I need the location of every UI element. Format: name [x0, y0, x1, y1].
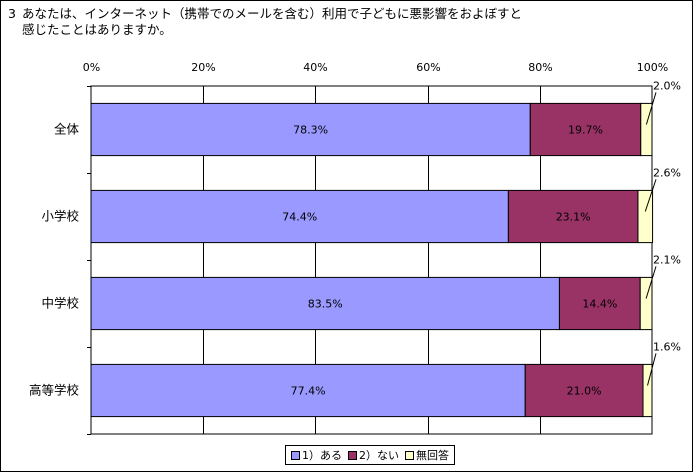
bar-segment — [640, 102, 653, 157]
x-tick-label: 100% — [637, 61, 668, 74]
x-tick-label: 80% — [528, 61, 552, 74]
category-label: 中学校 — [41, 296, 79, 311]
data-label: 23.1% — [556, 211, 591, 224]
category-label: 高等学校 — [29, 383, 80, 398]
legend-label: 2）ない — [359, 449, 399, 462]
leader-line — [644, 179, 657, 212]
bar-segment — [90, 189, 509, 244]
data-label: 19.7% — [568, 124, 603, 137]
question-number: 3 — [8, 6, 16, 21]
bar-segment — [90, 102, 531, 157]
leader-line — [647, 353, 657, 386]
bar-segment — [90, 363, 526, 418]
legend-item: 無回答 — [405, 447, 449, 463]
data-label: 78.3% — [293, 124, 328, 137]
data-label: 1.6% — [653, 340, 681, 353]
bar-segment — [642, 363, 653, 418]
bar-segment — [637, 189, 654, 244]
data-label: 21.0% — [567, 385, 602, 398]
x-tick-label: 20% — [191, 61, 215, 74]
question-title: 3 あなたは、インターネット（携帯でのメールを含む）利用で子どもに悪影響をおよぼす… — [8, 6, 648, 38]
legend-swatch — [405, 450, 414, 460]
question-line-2: 感じたことはありますか。 — [22, 22, 172, 37]
data-label: 2.0% — [653, 79, 681, 92]
bar-segment — [529, 102, 642, 157]
bar-segment — [90, 276, 560, 331]
x-tick-label: 60% — [416, 61, 440, 74]
x-tick-label: 0% — [83, 61, 100, 74]
bar-segment — [639, 276, 653, 331]
data-label: 14.4% — [582, 298, 617, 311]
bar-segment — [524, 363, 644, 418]
data-label: 2.6% — [653, 166, 681, 179]
legend-label: 1）ある — [302, 449, 342, 462]
data-label: 2.1% — [653, 253, 681, 266]
data-label: 77.4% — [291, 385, 326, 398]
leader-line — [645, 266, 657, 299]
question-line-1: 3 あなたは、インターネット（携帯でのメールを含む）利用で子どもに悪影響をおよぼす… — [8, 6, 648, 22]
category-label: 小学校 — [41, 209, 79, 224]
x-tick-label: 40% — [303, 61, 327, 74]
legend-swatch — [291, 450, 300, 460]
data-label: 83.5% — [308, 298, 343, 311]
legend-label: 無回答 — [416, 449, 449, 462]
question-text-1: あなたは、インターネット（携帯でのメールを含む）利用で子どもに悪影響をおよぼすと — [22, 6, 523, 21]
category-label: 全体 — [54, 122, 80, 137]
leader-line — [645, 92, 657, 125]
data-label: 74.4% — [282, 211, 317, 224]
legend-item: 1）ある — [291, 447, 342, 463]
bar-segment — [507, 189, 639, 244]
legend: 1）ある 2）ない 無回答 — [285, 445, 455, 465]
legend-item: 2）ない — [348, 447, 399, 463]
legend-swatch — [348, 450, 357, 460]
